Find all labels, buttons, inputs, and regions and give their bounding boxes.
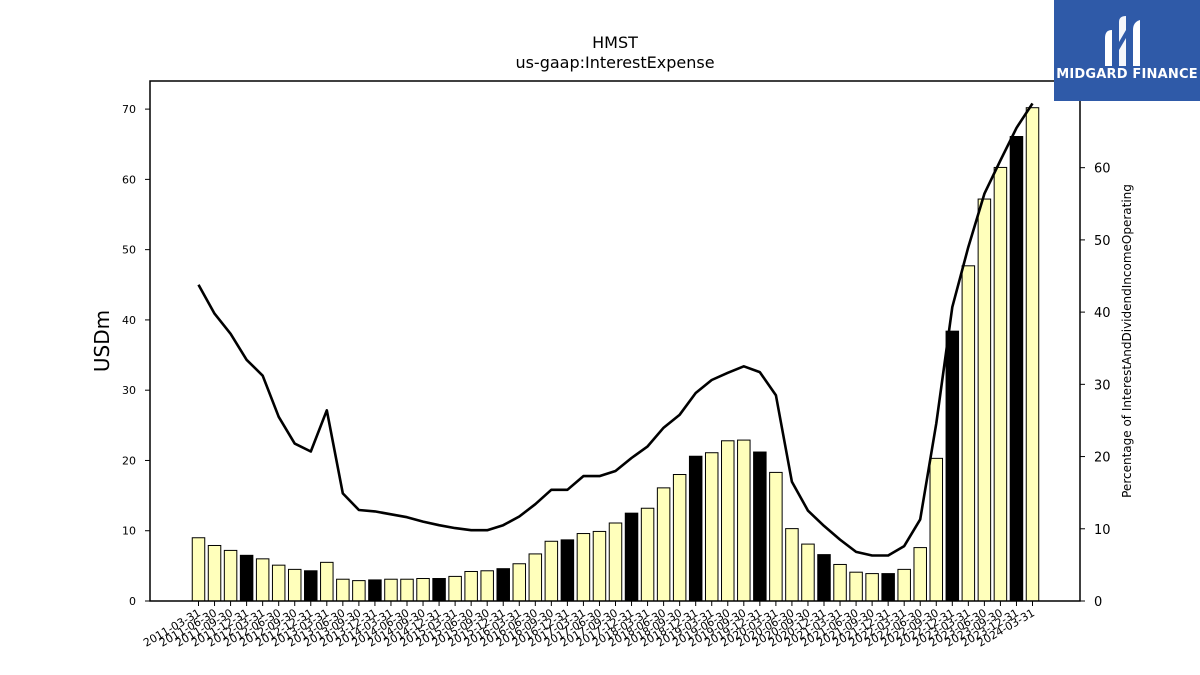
bar	[368, 579, 382, 602]
bar	[801, 543, 815, 602]
bar	[384, 578, 398, 602]
bar	[432, 578, 446, 602]
midgard-logo-icon	[1105, 16, 1140, 66]
bar	[336, 578, 350, 602]
bar	[464, 570, 478, 602]
bar	[416, 578, 430, 602]
bar	[945, 330, 960, 602]
bar	[592, 530, 607, 602]
bar	[961, 265, 976, 602]
ratio-line	[197, 102, 1034, 557]
bar	[287, 568, 302, 602]
bar	[897, 568, 911, 602]
bar	[881, 573, 895, 602]
y-tick-label: 50	[122, 244, 136, 257]
bar	[560, 539, 575, 602]
bar	[304, 570, 318, 602]
y2-tick-label: 20	[1094, 451, 1111, 466]
bar	[239, 554, 254, 602]
bar	[191, 537, 206, 602]
bar	[528, 553, 543, 602]
bar	[207, 544, 222, 602]
y-tick-label: 0	[129, 595, 136, 608]
bar	[817, 554, 831, 602]
bar	[640, 507, 655, 602]
bar	[721, 440, 735, 602]
bar	[576, 533, 591, 602]
bar	[656, 487, 671, 602]
y-axis-label: USDm	[90, 310, 114, 372]
bar-series	[191, 107, 1040, 602]
bar	[255, 558, 270, 602]
bar	[624, 512, 639, 602]
bar	[769, 471, 783, 602]
y-tick-label: 10	[122, 525, 136, 538]
chart-title: HMST	[592, 33, 638, 52]
bar	[544, 540, 559, 602]
y2-tick-label: 40	[1094, 306, 1111, 321]
chart-subtitle: us-gaap:InterestExpense	[515, 53, 715, 72]
bar	[320, 561, 334, 602]
y-tick-label: 70	[122, 103, 136, 116]
y-tick-label: 20	[122, 454, 136, 467]
bar	[480, 570, 494, 602]
bar	[688, 455, 703, 602]
bar	[977, 198, 992, 602]
bar	[913, 547, 927, 602]
bar	[352, 580, 366, 602]
bar	[737, 439, 751, 602]
bar	[849, 571, 863, 602]
line-series	[197, 102, 1034, 557]
axis-labels: USDm Percentage of InterestAndDividendInc…	[90, 184, 1134, 498]
bar	[1025, 107, 1040, 602]
bar	[785, 528, 799, 602]
y-tick-label: 40	[122, 314, 136, 327]
bar	[496, 568, 510, 602]
bar	[753, 451, 767, 602]
bar	[271, 564, 286, 602]
y-tick-label: 30	[122, 384, 136, 397]
y2-tick-label: 30	[1094, 378, 1111, 393]
bar	[833, 563, 847, 602]
bar	[865, 573, 879, 602]
bar	[608, 522, 623, 602]
y2-tick-label: 60	[1094, 162, 1111, 177]
bar	[223, 549, 238, 602]
bar	[672, 474, 687, 602]
y2-tick-label: 0	[1094, 595, 1102, 610]
y2-tick-label: 10	[1094, 523, 1111, 538]
y2-axis-label: Percentage of InterestAndDividendIncomeO…	[1120, 184, 1134, 498]
y2-tick-label: 50	[1094, 234, 1111, 249]
bar	[448, 575, 462, 602]
bar	[1009, 136, 1024, 602]
bar	[400, 578, 414, 602]
bar	[929, 457, 944, 602]
chart-axes: 01020304050607001020304050602011-03-3120…	[122, 80, 1111, 650]
bar	[512, 563, 527, 602]
brand-logo: MIDGARD FINANCE	[1054, 0, 1200, 101]
bar	[704, 452, 719, 602]
y-tick-label: 60	[122, 173, 136, 186]
bar	[993, 166, 1008, 602]
brand-name: MIDGARD FINANCE	[1056, 67, 1198, 82]
